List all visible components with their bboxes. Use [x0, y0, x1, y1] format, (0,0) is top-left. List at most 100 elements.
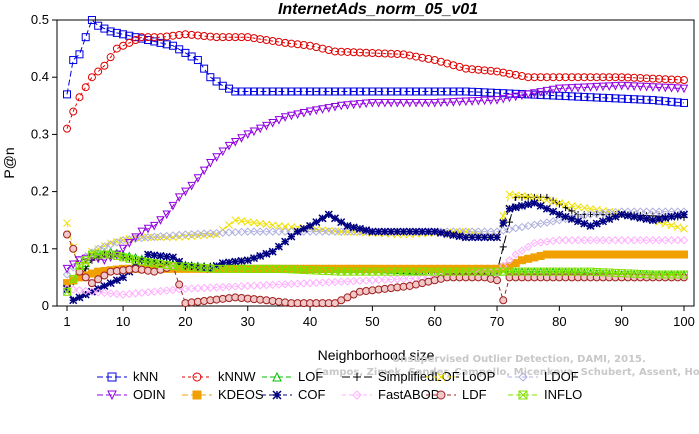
data-point: [343, 221, 352, 230]
data-point: [281, 38, 290, 47]
data-point: [212, 283, 221, 292]
legend-label: kNNW: [218, 369, 256, 384]
data-point: [430, 227, 439, 236]
data-point: [598, 217, 608, 226]
legend-item-inflo: INFLO: [508, 387, 582, 402]
data-point: [192, 390, 202, 400]
data-point: [511, 70, 520, 79]
data-point: [468, 87, 477, 96]
data-point: [424, 98, 433, 108]
data-point: [274, 87, 283, 96]
data-point: [212, 261, 221, 270]
data-point: [231, 257, 240, 266]
data-point: [361, 276, 371, 285]
data-point: [412, 52, 421, 61]
data-point: [69, 296, 78, 305]
data-point: [168, 31, 177, 40]
data-point: [268, 227, 277, 236]
legend-label: kNN: [133, 369, 158, 384]
data-point: [586, 236, 595, 245]
data-point: [661, 97, 670, 106]
data-point: [655, 74, 664, 83]
data-point: [318, 227, 327, 236]
data-point: [499, 296, 508, 305]
data-point: [474, 96, 483, 106]
data-point: [243, 217, 252, 226]
data-point: [156, 38, 165, 47]
y-tick-label: 0.5: [31, 12, 49, 27]
data-point: [312, 278, 321, 288]
data-point: [405, 98, 415, 108]
data-point: [274, 242, 283, 251]
data-point: [94, 275, 103, 284]
data-point: [119, 30, 128, 39]
data-point: [418, 227, 427, 236]
legend-label: LOF: [298, 369, 323, 384]
data-point: [343, 47, 352, 56]
data-point: [393, 50, 402, 59]
data-point: [648, 216, 657, 225]
data-point: [100, 271, 109, 280]
data-point: [436, 87, 445, 96]
series-knn: [63, 16, 688, 107]
data-point: [673, 84, 683, 93]
data-point: [561, 73, 570, 82]
data-point: [255, 281, 265, 290]
data-point: [150, 251, 159, 260]
data-point: [368, 87, 377, 96]
data-point: [648, 74, 657, 83]
data-point: [156, 232, 165, 241]
data-point: [642, 215, 651, 224]
data-point: [505, 190, 514, 199]
legend-item-knn: kNN: [97, 369, 158, 384]
legend-item-ldof: LDOF: [508, 369, 579, 384]
data-point: [580, 219, 589, 228]
data-point: [93, 244, 103, 254]
data-point: [386, 98, 396, 108]
data-point: [249, 87, 258, 96]
data-point: [667, 236, 676, 245]
data-point: [543, 196, 551, 205]
data-point: [436, 390, 446, 400]
data-point: [387, 227, 396, 236]
data-point: [87, 73, 96, 82]
data-point: [143, 233, 153, 242]
data-point: [393, 227, 402, 236]
data-point: [580, 236, 589, 245]
data-point: [162, 286, 171, 295]
data-point: [561, 84, 570, 93]
data-point: [567, 202, 576, 210]
data-point: [486, 88, 495, 97]
data-point: [243, 33, 252, 42]
data-point: [274, 116, 284, 125]
legend-item-odin: ODIN: [97, 387, 166, 402]
legend-label: SimplifiedLOF: [378, 369, 460, 384]
data-point: [231, 33, 240, 42]
legend-item-cof: COF: [262, 387, 326, 402]
data-point: [505, 69, 514, 78]
data-point: [667, 84, 676, 93]
data-point: [536, 73, 545, 82]
data-point: [243, 281, 252, 291]
data-point: [660, 83, 670, 93]
data-point: [511, 191, 520, 200]
data-point: [200, 64, 209, 73]
data-point: [368, 98, 377, 108]
data-point: [349, 48, 358, 57]
data-point: [586, 93, 595, 102]
data-point: [199, 229, 209, 238]
data-point: [337, 227, 346, 236]
data-point: [355, 48, 364, 57]
data-point: [455, 232, 464, 241]
data-point: [436, 98, 446, 108]
data-point: [536, 194, 545, 203]
data-point: [143, 224, 153, 234]
data-point: [518, 192, 526, 200]
data-point: [131, 289, 140, 298]
data-point: [573, 236, 583, 245]
data-point: [617, 73, 626, 82]
data-point: [418, 53, 427, 62]
data-point: [174, 285, 184, 294]
data-point: [405, 227, 414, 236]
data-point: [280, 280, 290, 289]
